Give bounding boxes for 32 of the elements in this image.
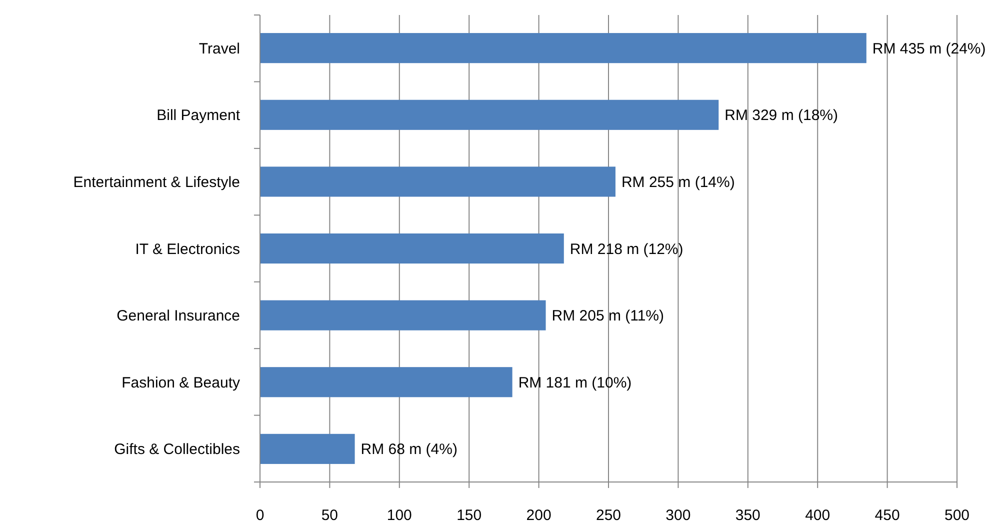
x-tick-label: 200	[526, 507, 552, 524]
x-tick-label: 300	[666, 507, 691, 524]
x-tick-label: 50	[321, 507, 338, 524]
bar	[260, 300, 546, 330]
data-label: RM 255 m (14%)	[621, 174, 735, 191]
x-tick-label: 0	[256, 507, 264, 524]
y-tick-label: Entertainment & Lifestyle	[73, 174, 240, 191]
y-tick-label: Gifts & Collectibles	[114, 441, 240, 458]
data-label: RM 329 m (18%)	[724, 107, 838, 124]
x-tick-label: 500	[944, 507, 970, 524]
y-tick-label: Fashion & Beauty	[122, 374, 240, 392]
data-label: RM 205 m (11%)	[552, 308, 664, 325]
x-tick-label: 450	[874, 507, 900, 524]
bar	[260, 233, 564, 264]
data-label: RM 435 m (24%)	[872, 40, 986, 58]
y-tick-label: General Insurance	[116, 308, 240, 325]
data-label: RM 68 m (4%)	[360, 441, 458, 458]
x-tick-label: 350	[735, 507, 760, 524]
x-tick-label: 100	[386, 507, 412, 524]
x-tick-label: 150	[456, 507, 482, 524]
data-label: RM 181 m (10%)	[518, 374, 632, 392]
bar	[260, 166, 616, 197]
bar	[260, 33, 866, 64]
bar	[260, 434, 355, 464]
x-tick-label: 250	[596, 507, 622, 524]
bar	[260, 100, 719, 130]
data-label: RM 218 m (12%)	[570, 240, 684, 258]
bar	[260, 367, 512, 398]
x-tick-label: 400	[805, 507, 830, 524]
y-tick-label: Bill Payment	[156, 107, 241, 124]
y-tick-label: Travel	[198, 40, 240, 58]
y-tick-label: IT & Electronics	[135, 240, 240, 258]
